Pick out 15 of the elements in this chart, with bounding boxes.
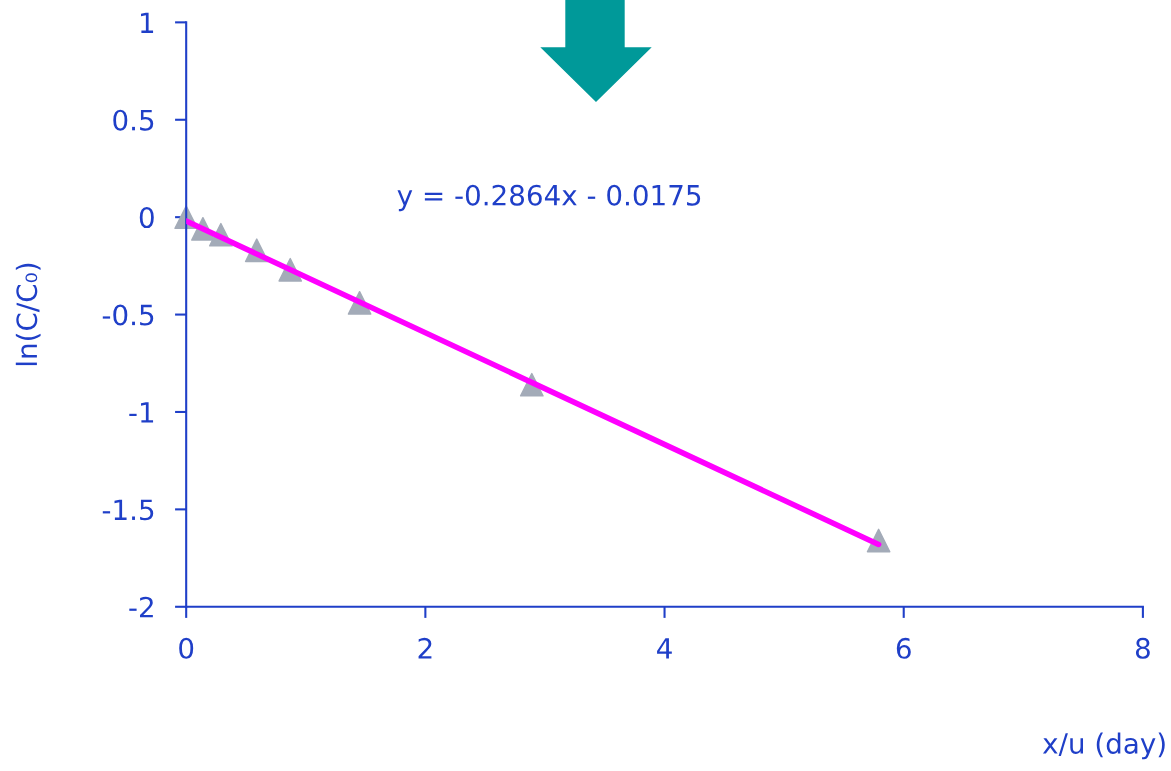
- x-tick-label: 6: [896, 637, 911, 659]
- annotation: y = -0.2864x - 0.0175: [397, 184, 701, 212]
- x-tick-label: 2: [418, 637, 432, 659]
- y-tick-label: 0.5: [113, 109, 154, 131]
- y-tick-label: 1: [141, 12, 154, 33]
- x-tick-label: 4: [657, 638, 672, 659]
- y-tick-label: -2: [129, 596, 153, 618]
- x-tick-label: 8: [1135, 637, 1150, 659]
- y-axis-title: ln(C/C₀): [15, 263, 41, 366]
- y-tick-label: -1.5: [102, 499, 154, 521]
- y-tick-label: -0.5: [102, 304, 154, 326]
- y-tick-label: -1: [129, 402, 154, 423]
- y-tick-label: 0: [139, 207, 154, 229]
- x-axis-title: x/u (day): [1042, 732, 1165, 760]
- x-tick-label: 0: [179, 637, 194, 659]
